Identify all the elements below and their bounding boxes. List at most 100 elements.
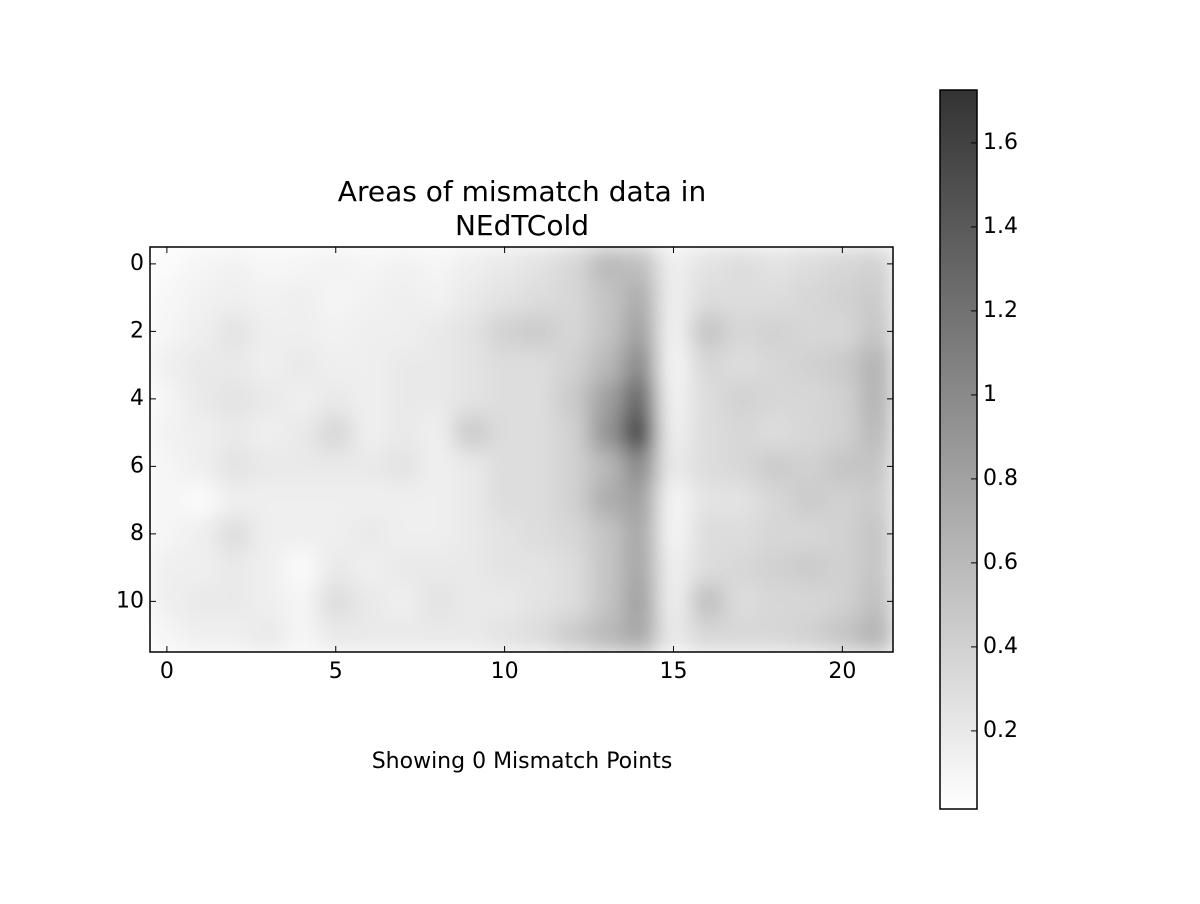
heatmap-cell (217, 247, 252, 282)
heatmap-cell (453, 280, 489, 315)
heatmap-cell (622, 517, 658, 552)
heatmap-cell (724, 348, 759, 383)
heatmap-cell (757, 314, 793, 349)
heatmap-cell (183, 618, 219, 652)
heatmap-cell (453, 584, 489, 619)
heatmap-cell (521, 618, 556, 652)
heatmap-cell (757, 483, 793, 518)
heatmap-cell (521, 550, 556, 585)
heatmap-cell (352, 382, 387, 417)
heatmap-cell (150, 280, 185, 315)
heatmap-cell (589, 348, 624, 383)
heatmap-cell (589, 314, 624, 349)
heatmap-cell (183, 247, 219, 282)
heatmap-cell (825, 415, 860, 450)
heatmap-cell (453, 348, 489, 383)
heatmap-cell (724, 517, 759, 552)
heatmap-cell (487, 280, 522, 315)
heatmap-cell (217, 483, 252, 518)
colorbar-tick-label: 0.2 (983, 718, 1018, 743)
heatmap-cell (487, 415, 522, 450)
heatmap-cell (318, 280, 354, 315)
heatmap-cell (420, 314, 455, 349)
heatmap-cell (217, 415, 252, 450)
y-tick-label: 2 (130, 318, 144, 343)
y-tick-label: 4 (130, 386, 144, 411)
heatmap-cell (285, 415, 320, 450)
heatmap-cell (555, 348, 590, 383)
heatmap-cell (420, 382, 455, 417)
heatmap-cell (318, 382, 354, 417)
heatmap-cell (352, 314, 387, 349)
heatmap-cell (251, 584, 286, 619)
colorbar-tick-label: 0.8 (983, 466, 1018, 491)
heatmap-cell (318, 550, 354, 585)
heatmap-cell (487, 348, 522, 383)
heatmap-cell (183, 314, 219, 349)
heatmap-cell (386, 584, 421, 619)
heatmap-cell (791, 618, 826, 652)
heatmap-cell (318, 449, 354, 484)
heatmap-cell (521, 314, 556, 349)
heatmap-cell (724, 618, 759, 652)
heatmap-cell (183, 415, 219, 450)
heatmap-cell (150, 550, 185, 585)
heatmap-cell (420, 348, 455, 383)
x-axis-label: Showing 0 Mismatch Points (372, 749, 673, 774)
heatmap-cell (453, 618, 489, 652)
heatmap-cell (656, 348, 691, 383)
heatmap-cell (251, 483, 286, 518)
heatmap-cell (251, 382, 286, 417)
chart-title: NEdTCold (455, 209, 589, 242)
heatmap-cell (791, 483, 826, 518)
heatmap-cell (521, 247, 556, 282)
heatmap-cell (487, 449, 522, 484)
heatmap-cell (420, 517, 455, 552)
heatmap-cell (757, 348, 793, 383)
heatmap-cell (285, 584, 320, 619)
heatmap-cell (318, 314, 354, 349)
heatmap-cell (656, 483, 691, 518)
heatmap-cell (656, 584, 691, 619)
heatmap-cell (150, 483, 185, 518)
heatmap-cell (757, 280, 793, 315)
heatmap-cell (825, 314, 860, 349)
colorbar-tick-label: 1.4 (983, 214, 1018, 239)
heatmap-cell (555, 314, 590, 349)
heatmap-cell (453, 517, 489, 552)
heatmap-cell (690, 415, 725, 450)
heatmap-cell (724, 247, 759, 282)
heatmap-cell (791, 314, 826, 349)
heatmap-cell (217, 348, 252, 383)
heatmap-cell (690, 584, 725, 619)
heatmap-cell (251, 280, 286, 315)
heatmap-cell (217, 280, 252, 315)
heatmap-cell (521, 483, 556, 518)
heatmap-cell (859, 550, 893, 585)
heatmap-cell (386, 247, 421, 282)
heatmap-cell (386, 382, 421, 417)
heatmap-cell (622, 483, 658, 518)
heatmap-cell (352, 348, 387, 383)
heatmap-cell (859, 483, 893, 518)
heatmap-cell (690, 382, 725, 417)
heatmap-cell (589, 247, 624, 282)
heatmap-cell (318, 415, 354, 450)
heatmap-cell (622, 449, 658, 484)
heatmap-cell (555, 517, 590, 552)
heatmap-cell (285, 382, 320, 417)
heatmap-cell (217, 584, 252, 619)
heatmap-cell (690, 247, 725, 282)
heatmap-cell (690, 618, 725, 652)
heatmap-cell (791, 449, 826, 484)
heatmap-cell (521, 415, 556, 450)
heatmap-cell (453, 483, 489, 518)
heatmap-cell (487, 314, 522, 349)
heatmap-cell (656, 280, 691, 315)
heatmap-cell (589, 584, 624, 619)
heatmap-cell (386, 415, 421, 450)
heatmap-cell (656, 517, 691, 552)
heatmap-cell (318, 517, 354, 552)
heatmap-cell (589, 280, 624, 315)
heatmap-cell (859, 618, 893, 652)
